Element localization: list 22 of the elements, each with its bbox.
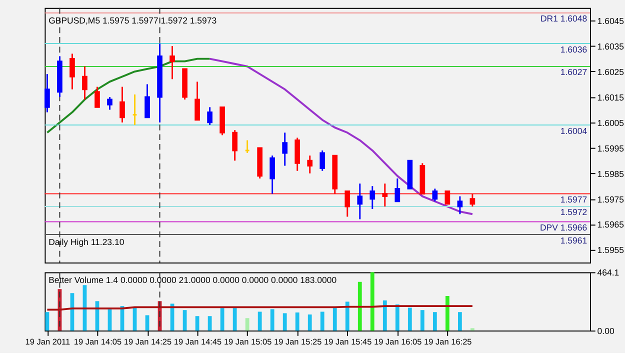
y-tick-label: 1.6035 — [597, 41, 624, 52]
y-tick-label: 1.5995 — [597, 143, 624, 154]
ref-line-label: 1.5961 — [560, 235, 588, 246]
ref-line-label: 1.5977 — [560, 194, 588, 205]
ref-line-label: 1.6004 — [560, 126, 588, 136]
y-tick-label: 1.6025 — [597, 66, 624, 77]
y-tick-label: 1.6015 — [597, 92, 624, 102]
ref-line-label: DPV 1.5966 — [540, 222, 588, 233]
y-tick-label: 1.5955 — [597, 245, 624, 256]
y-tick-label: 1.5985 — [597, 168, 624, 179]
y-tick-label: 1.6005 — [597, 118, 624, 128]
ref-line-label: 1.6036 — [560, 44, 588, 54]
y-tick-label: 1.5965 — [597, 220, 624, 230]
ref-line-label: DR1 1.6048 — [540, 14, 588, 24]
annotation: Daily High 11.23.10 — [48, 237, 124, 248]
y-tick-label: 0.00 — [597, 326, 614, 336]
chart-title: Better Volume 1.4 0.0000 0.0000 21.0000 0.0000 0.0000 0.0000 183.0000 — [48, 274, 337, 285]
y-tick-label: 1.6045 — [597, 16, 624, 26]
y-tick-label: 1.5975 — [597, 194, 624, 204]
ref-line-label: 1.5972 — [560, 207, 588, 218]
ref-line-label: 1.6027 — [560, 67, 588, 78]
y-tick-label: 464.1 — [597, 268, 620, 278]
